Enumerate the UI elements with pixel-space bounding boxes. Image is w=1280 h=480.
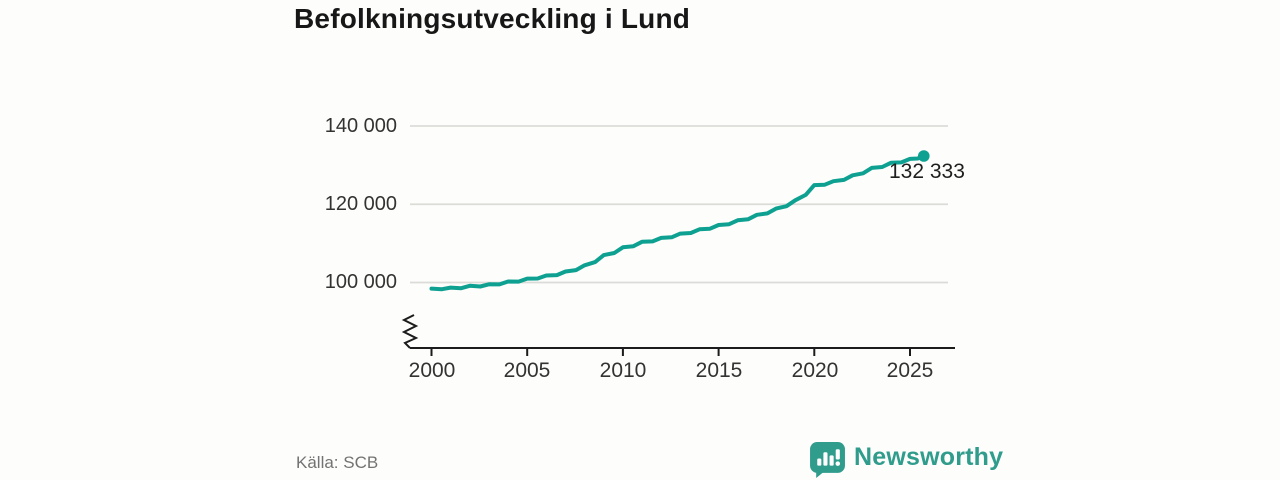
x-axis-label: 2010 [599, 359, 647, 382]
x-axis-label: 2005 [503, 359, 551, 382]
x-axis-label: 2025 [886, 359, 934, 382]
newsworthy-logo: Newsworthy [809, 441, 1003, 479]
latest-value-label: 132 333 [889, 160, 965, 183]
chart-title: Befolkningsutveckling i Lund [294, 3, 691, 34]
y-axis-break-icon [401, 314, 419, 349]
x-axis-label: 2015 [695, 359, 743, 382]
newsworthy-bubble-chart-icon [810, 442, 845, 478]
newsworthy-wordmark: Newsworthy [854, 443, 1004, 471]
y-axis-label: 100 000 [324, 271, 397, 293]
x-axis-label: 2000 [408, 359, 456, 382]
source-caption: Källa: SCB [296, 453, 379, 472]
y-axis-label: 140 000 [324, 115, 397, 137]
x-axis-label: 2020 [791, 359, 839, 382]
population-line [429, 154, 926, 292]
latest-point-dot [917, 150, 930, 162]
y-axis-label: 120 000 [324, 193, 397, 215]
